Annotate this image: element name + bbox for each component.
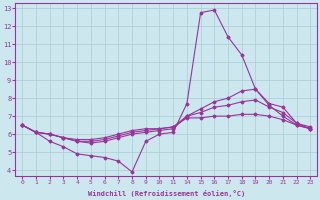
X-axis label: Windchill (Refroidissement éolien,°C): Windchill (Refroidissement éolien,°C) xyxy=(88,190,245,197)
